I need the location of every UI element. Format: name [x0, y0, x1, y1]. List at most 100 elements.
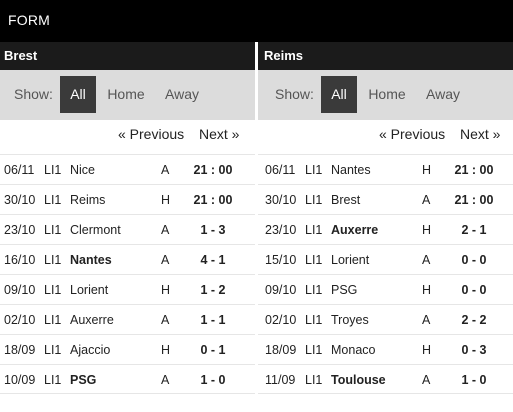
match-row[interactable]: 18/09 LI1 Ajaccio H 0 - 1	[0, 334, 255, 364]
match-opponent[interactable]: Ajaccio	[70, 343, 111, 357]
form-title: FORM	[8, 12, 51, 28]
match-opponent[interactable]: Brest	[331, 193, 361, 207]
match-score: 2 - 2	[461, 313, 487, 327]
match-date: 16/10	[4, 253, 36, 267]
match-venue: A	[422, 193, 431, 207]
match-competition: LI1	[44, 373, 62, 387]
match-row[interactable]: 02/10 LI1 Auxerre A 1 - 1	[0, 304, 255, 334]
match-venue: A	[161, 373, 170, 387]
match-opponent[interactable]: Toulouse	[331, 373, 386, 387]
match-row[interactable]: 16/10 LI1 Nantes A 4 - 1	[0, 244, 255, 274]
match-row[interactable]: 15/10 LI1 Lorient A 0 - 0	[258, 244, 513, 274]
tab-all[interactable]: All	[60, 76, 96, 113]
filter-bar: Show: All Home Away	[258, 70, 513, 120]
match-date: 30/10	[265, 193, 297, 207]
match-venue: H	[422, 223, 432, 237]
match-venue: A	[422, 313, 431, 327]
match-row[interactable]: 09/10 LI1 PSG H 0 - 0	[258, 274, 513, 304]
tab-home[interactable]: Home	[107, 86, 145, 102]
tab-home[interactable]: Home	[368, 86, 406, 102]
match-score: 0 - 3	[461, 343, 487, 357]
match-venue: H	[161, 283, 171, 297]
match-score: 1 - 1	[200, 313, 226, 327]
next-link[interactable]: Next »	[460, 126, 501, 142]
match-competition: LI1	[44, 313, 62, 327]
match-date: 23/10	[265, 223, 297, 237]
match-row[interactable]: 02/10 LI1 Troyes A 2 - 2	[258, 304, 513, 334]
match-date: 18/09	[4, 343, 36, 357]
match-opponent[interactable]: Reims	[70, 193, 106, 207]
match-venue: A	[161, 223, 170, 237]
tab-away[interactable]: Away	[426, 86, 460, 102]
match-date: 18/09	[265, 343, 297, 357]
match-opponent[interactable]: Lorient	[331, 253, 370, 267]
match-row[interactable]: 18/09 LI1 Monaco H 0 - 3	[258, 334, 513, 364]
form-header-bar: FORM	[0, 0, 513, 42]
match-row[interactable]: 30/10 LI1 Reims H 21 : 00	[0, 184, 255, 214]
match-opponent[interactable]: Monaco	[331, 343, 376, 357]
team-form-panel-home: Brest Show: All Home Away « Previous Nex…	[0, 42, 255, 412]
match-score: 0 - 0	[461, 253, 487, 267]
match-score: 21 : 00	[454, 193, 494, 207]
match-date: 11/09	[265, 373, 296, 387]
match-competition: LI1	[305, 313, 323, 327]
match-date: 06/11	[4, 163, 35, 177]
match-date: 02/10	[4, 313, 36, 327]
match-opponent[interactable]: Auxerre	[70, 313, 114, 327]
match-score: 1 - 3	[200, 223, 226, 237]
match-row[interactable]: 06/11 LI1 Nice A 21 : 00	[0, 154, 255, 184]
match-opponent[interactable]: Troyes	[331, 313, 369, 327]
match-venue: H	[422, 283, 432, 297]
match-row[interactable]: 23/10 LI1 Clermont A 1 - 3	[0, 214, 255, 244]
previous-link[interactable]: « Previous	[118, 126, 185, 142]
match-venue: A	[422, 253, 431, 267]
match-venue: H	[161, 343, 171, 357]
match-row[interactable]: 30/10 LI1 Brest A 21 : 00	[258, 184, 513, 214]
tab-all[interactable]: All	[321, 76, 357, 113]
match-venue: A	[161, 163, 170, 177]
match-list: 06/11 LI1 Nice A 21 : 00 30/10 LI1 Reims…	[0, 154, 255, 394]
match-opponent[interactable]: Nantes	[331, 163, 371, 177]
match-score: 21 : 00	[454, 163, 494, 177]
team-name: Brest	[4, 48, 38, 63]
panel-divider	[255, 42, 258, 412]
match-date: 09/10	[4, 283, 36, 297]
match-row[interactable]: 10/09 LI1 PSG A 1 - 0	[0, 364, 255, 394]
match-venue: H	[161, 193, 171, 207]
match-row[interactable]: 06/11 LI1 Nantes H 21 : 00	[258, 154, 513, 184]
tab-away[interactable]: Away	[165, 86, 199, 102]
match-competition: LI1	[305, 223, 323, 237]
show-label: Show:	[275, 86, 314, 102]
match-opponent[interactable]: Auxerre	[331, 223, 379, 237]
previous-link[interactable]: « Previous	[379, 126, 446, 142]
match-competition: LI1	[305, 343, 323, 357]
match-competition: LI1	[305, 283, 323, 297]
match-score: 21 : 00	[193, 193, 233, 207]
match-competition: LI1	[44, 253, 62, 267]
match-score: 21 : 00	[193, 163, 233, 177]
match-score: 1 - 0	[461, 373, 487, 387]
match-date: 02/10	[265, 313, 297, 327]
match-row[interactable]: 11/09 LI1 Toulouse A 1 - 0	[258, 364, 513, 394]
next-link[interactable]: Next »	[199, 126, 240, 142]
match-competition: LI1	[305, 163, 323, 177]
match-opponent[interactable]: Lorient	[70, 283, 109, 297]
match-opponent[interactable]: Nice	[70, 163, 96, 177]
team-form-panel-away: Reims Show: All Home Away « Previous Nex…	[258, 42, 513, 412]
match-opponent[interactable]: PSG	[331, 283, 358, 297]
match-date: 30/10	[4, 193, 36, 207]
match-row[interactable]: 09/10 LI1 Lorient H 1 - 2	[0, 274, 255, 304]
team-name: Reims	[264, 48, 304, 63]
match-venue: H	[422, 343, 432, 357]
match-score: 1 - 0	[200, 373, 226, 387]
match-row[interactable]: 23/10 LI1 Auxerre H 2 - 1	[258, 214, 513, 244]
match-opponent[interactable]: Nantes	[70, 253, 112, 267]
match-opponent[interactable]: Clermont	[70, 223, 121, 237]
show-label: Show:	[14, 86, 53, 102]
match-venue: A	[161, 313, 170, 327]
match-competition: LI1	[44, 283, 62, 297]
match-opponent[interactable]: PSG	[70, 373, 97, 387]
match-competition: LI1	[305, 373, 323, 387]
match-competition: LI1	[44, 223, 62, 237]
match-competition: LI1	[305, 253, 323, 267]
